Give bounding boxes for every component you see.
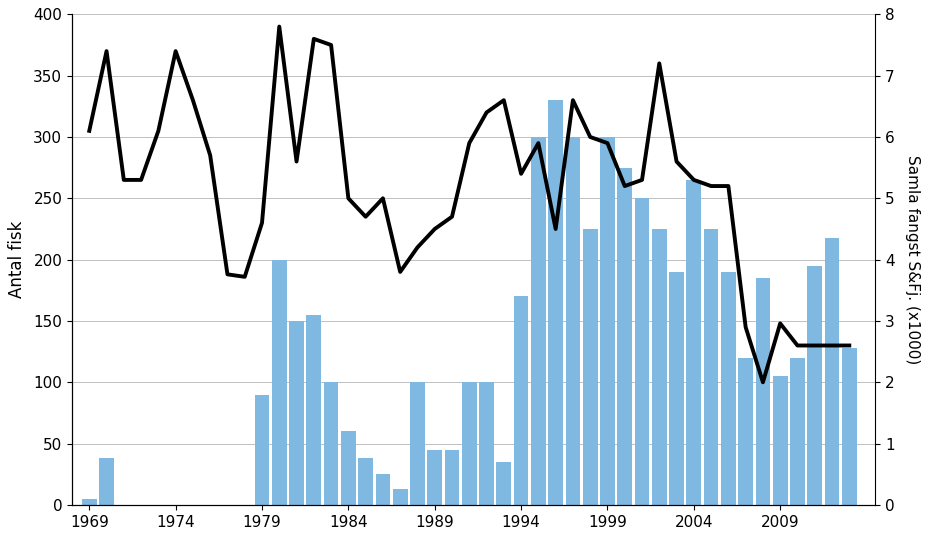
- Bar: [616, 168, 631, 505]
- Bar: [496, 462, 511, 505]
- Bar: [289, 321, 303, 505]
- Bar: [720, 272, 735, 505]
- Bar: [462, 383, 476, 505]
- Bar: [755, 278, 769, 505]
- Bar: [841, 348, 856, 505]
- Bar: [514, 296, 527, 505]
- Bar: [806, 266, 821, 505]
- Y-axis label: Samla fangst S&Fj. (x1000): Samla fangst S&Fj. (x1000): [904, 155, 919, 364]
- Bar: [668, 272, 683, 505]
- Bar: [772, 376, 787, 505]
- Bar: [478, 383, 493, 505]
- Bar: [444, 450, 459, 505]
- Bar: [306, 315, 321, 505]
- Bar: [686, 180, 701, 505]
- Bar: [652, 229, 666, 505]
- Bar: [600, 137, 615, 505]
- Bar: [738, 358, 752, 505]
- Bar: [530, 137, 545, 505]
- Bar: [254, 394, 269, 505]
- Bar: [99, 458, 114, 505]
- Bar: [272, 260, 286, 505]
- Y-axis label: Antal fisk: Antal fisk: [8, 221, 26, 299]
- Bar: [565, 137, 579, 505]
- Bar: [427, 450, 441, 505]
- Bar: [392, 489, 407, 505]
- Bar: [82, 499, 96, 505]
- Bar: [824, 238, 838, 505]
- Bar: [358, 458, 373, 505]
- Bar: [548, 100, 563, 505]
- Bar: [789, 358, 804, 505]
- Bar: [582, 229, 597, 505]
- Bar: [340, 431, 355, 505]
- Bar: [410, 383, 425, 505]
- Bar: [324, 383, 338, 505]
- Bar: [634, 199, 649, 505]
- Bar: [375, 475, 390, 505]
- Bar: [703, 229, 717, 505]
